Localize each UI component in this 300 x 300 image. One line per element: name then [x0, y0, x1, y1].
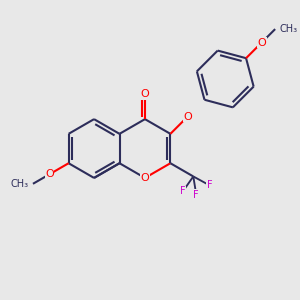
- Text: O: O: [141, 173, 149, 183]
- Text: F: F: [194, 190, 199, 200]
- Text: F: F: [207, 180, 212, 190]
- Text: CH₃: CH₃: [11, 179, 28, 189]
- Text: O: O: [141, 89, 149, 99]
- Text: O: O: [45, 169, 54, 179]
- Text: O: O: [257, 38, 266, 48]
- Text: F: F: [180, 186, 186, 196]
- Text: O: O: [183, 112, 192, 122]
- Text: CH₃: CH₃: [280, 24, 298, 34]
